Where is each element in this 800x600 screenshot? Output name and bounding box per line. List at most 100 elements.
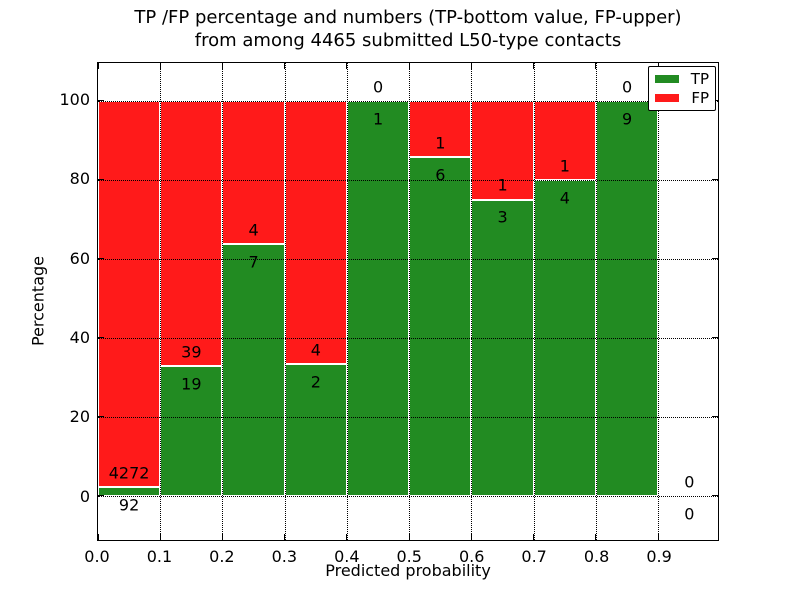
annotation-tp-count: 2 [310,372,321,392]
bar-tp-8 [595,100,659,496]
x-tick-label: 0.4 [334,547,360,566]
x-tick-label: 0.5 [396,547,422,566]
annotation-tp-count: 9 [622,109,633,129]
annotation-fp-count: 4 [310,340,321,360]
y-tick-left [98,179,104,181]
annotation-tp-count: 7 [248,252,259,272]
x-tick-label: 0.7 [521,547,547,566]
x-tick-top [533,63,535,69]
legend-swatch-tp-icon [655,74,679,83]
legend-swatch-fp-icon [655,94,679,103]
y-tick-label: 100 [59,90,90,110]
bar-tp-2 [222,244,285,496]
annotation-tp-count: 3 [497,207,508,227]
x-tick-top [284,63,286,69]
annotation-fp-count: 0 [622,77,633,97]
y-gridline [98,495,718,497]
y-gridline [98,337,718,339]
y-tick-left [98,337,104,339]
x-tick-top [470,63,472,69]
x-tick-top [595,63,597,69]
plot-area: 4272 92 39 19 4 7 4 2 0 1 1 6 1 3 1 4 0 9 0 0 [97,62,719,541]
bar-fp-3 [284,100,347,365]
x-tick-label: 0.9 [646,547,672,566]
y-gridline [98,258,718,260]
x-tick-bottom [284,534,286,540]
x-tick-bottom [159,534,161,540]
x-tick-top [159,63,161,69]
legend-label-fp: FP [691,89,709,108]
y-gridline [98,179,718,181]
x-tick-bottom [470,534,472,540]
x-tick-label: 0.1 [146,547,173,566]
annotation-fp-count: 39 [181,342,202,362]
bar-fp-0 [98,100,161,488]
x-tick-label: 0.3 [271,547,298,566]
y-tick-right [712,258,718,260]
annotation-tp-count: 0 [684,504,695,524]
y-tick-left [98,495,104,497]
y-tick-left [98,100,104,102]
y-tick-label: 0 [79,486,90,506]
legend-entry-fp: FP [655,90,709,106]
x-gridline [658,63,660,540]
chart-title-line1: TP /FP percentage and numbers (TP-bottom… [134,7,682,28]
y-gridline [98,100,718,102]
x-gridline [533,63,535,540]
x-tick-bottom [346,534,348,540]
y-tick-label: 80 [69,169,90,189]
x-gridline [409,63,411,540]
annotation-fp-count: 4272 [108,463,150,483]
x-tick-top [408,63,410,69]
annotation-fp-count: 0 [684,472,695,492]
x-tick-bottom [97,534,99,540]
x-tick-label: 0.8 [583,547,610,566]
y-tick-label: 60 [69,248,90,268]
y-gridline [98,416,718,418]
x-gridline [471,63,473,540]
annotation-fp-count: 0 [373,77,384,97]
chart-title: TP /FP percentage and numbers (TP-bottom… [97,6,719,52]
annotation-tp-count: 1 [373,109,384,129]
annotation-fp-count: 1 [497,175,508,195]
x-tick-label: 0.6 [458,547,485,566]
y-tick-right [712,416,718,418]
y-tick-right [712,495,718,497]
x-gridline [284,63,286,540]
x-gridline [160,63,162,540]
x-gridline [595,63,597,540]
x-tick-bottom [221,534,223,540]
x-axis-label: Predicted probability [325,561,491,580]
x-tick-bottom [533,534,535,540]
x-gridline [346,63,348,540]
x-tick-bottom [595,534,597,540]
annotation-tp-count: 4 [559,188,570,208]
annotation-fp-count: 4 [248,220,259,240]
x-tick-bottom [657,534,659,540]
x-tick-top [221,63,223,69]
bar-fp-1 [160,100,223,367]
y-tick-right [712,179,718,181]
x-tick-label: 0.0 [84,547,110,566]
legend: TP FP [648,66,716,111]
legend-entry-tp: TP [655,71,709,87]
annotation-tp-count: 92 [118,495,140,515]
chart-title-line2: from among 4465 submitted L50-type conta… [194,30,622,51]
annotation-tp-count: 6 [435,165,446,185]
bar-fp-2 [222,100,285,245]
bar-fp-5 [409,100,472,158]
annotation-tp-count: 19 [181,374,202,394]
bar-tp-5 [409,157,472,496]
bar-tp-0 [98,487,161,496]
bar-tp-4 [346,100,410,496]
y-tick-label: 20 [69,407,90,427]
y-tick-left [98,258,104,260]
annotation-fp-count: 1 [559,156,570,176]
x-tick-top [346,63,348,69]
x-tick-top [97,63,99,69]
bar-tp-6 [471,199,534,496]
x-tick-label: 0.2 [209,547,235,566]
annotation-fp-count: 1 [435,133,446,153]
x-tick-bottom [408,534,410,540]
